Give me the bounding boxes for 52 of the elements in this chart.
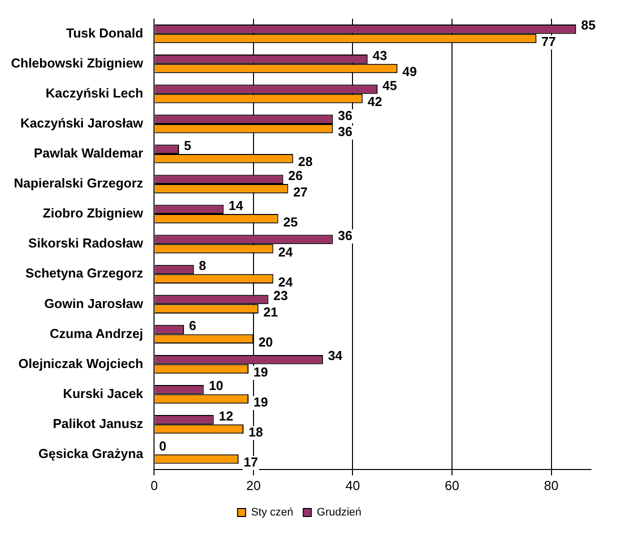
x-tick-label: 80 [544,478,559,493]
data-label: 23 [273,288,288,304]
data-label: 0 [159,438,166,454]
data-label: 14 [228,198,244,213]
x-tick-label: 60 [444,478,460,493]
y-tick-label: Ziobro Zbigniew [42,206,144,221]
data-label: 36 [338,124,352,140]
y-tick-label: Kaczyński Lech [46,85,144,100]
y-tick-label: Olejniczak Wojciech [18,356,144,371]
y-tick-label: Kurski Jacek [62,386,144,401]
data-label: 12 [218,408,234,424]
data-label: 27 [293,184,308,200]
y-tick-label: Chlebowski Zbigniew [10,55,144,70]
data-label: 19 [253,394,268,410]
y-tick-label: Tusk Donald [66,25,144,40]
data-label: 18 [248,424,263,440]
x-tick-label: 0 [150,478,158,493]
data-label: 28 [298,154,313,170]
y-tick-label: Gęsicka Grażyna [38,446,144,461]
y-tick-label: Napieralski Grzegorz [14,176,144,191]
data-label: 77 [541,34,556,50]
y-tick-label: Pawlak Waldemar [34,146,144,161]
data-label: 36 [338,108,352,123]
data-label: 26 [288,168,303,183]
data-label: 25 [283,214,298,230]
y-tick-label: Czuma Andrzej [50,326,144,341]
data-label: 6 [188,318,196,334]
data-label: 24 [278,274,294,290]
x-tick-label: 40 [346,478,360,493]
data-label: 85 [581,18,596,33]
y-tick-label: Kaczyński Jarosław [20,116,144,131]
y-tick-label: Schetyna Grzegorz [25,266,144,281]
data-label: 8 [198,258,206,274]
data-label: 42 [368,94,382,110]
y-tick-label: Gowin Jarosław [44,296,144,311]
data-label: 49 [402,64,417,80]
data-label: 17 [244,454,258,470]
data-label: 36 [338,228,352,244]
legend-label: Sty czeń [251,506,294,519]
x-tick-label: 20 [246,478,261,493]
data-label: 21 [263,304,278,320]
data-label: 19 [253,364,268,380]
data-label: 5 [184,138,192,153]
legend-label: Grudzień [316,506,362,519]
y-tick-label: Sikorski Radosław [28,236,144,251]
data-label: 10 [208,378,224,394]
data-label: 43 [372,48,388,63]
data-label: 45 [382,78,398,93]
y-tick-label: Palikot Janusz [52,416,144,431]
data-label: 20 [258,334,273,350]
data-label: 24 [278,244,294,260]
data-label: 34 [328,348,344,364]
